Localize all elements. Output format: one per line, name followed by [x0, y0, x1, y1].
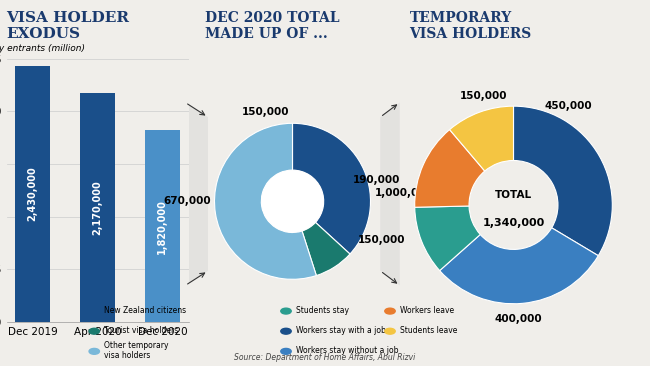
Text: TOTAL: TOTAL — [495, 190, 532, 200]
Text: Tourist visa holders: Tourist visa holders — [104, 326, 178, 335]
Text: 670,000: 670,000 — [163, 196, 211, 206]
Text: Other temporary
visa holders: Other temporary visa holders — [104, 341, 168, 361]
Text: 1,340,000: 1,340,000 — [482, 218, 545, 228]
Text: 2,170,000: 2,170,000 — [92, 180, 103, 235]
Text: Source: Department of Home Affairs, Abul Rizvi: Source: Department of Home Affairs, Abul… — [235, 353, 415, 362]
Text: 450,000: 450,000 — [544, 101, 592, 111]
Wedge shape — [292, 123, 370, 254]
Wedge shape — [439, 228, 598, 304]
Text: 150,000: 150,000 — [241, 107, 289, 117]
Text: 1,000,000: 1,000,000 — [374, 188, 433, 198]
Text: 2,430,000: 2,430,000 — [27, 167, 38, 221]
Circle shape — [261, 170, 324, 232]
Y-axis label: Temporary entrants (million): Temporary entrants (million) — [0, 44, 84, 53]
Text: 400,000: 400,000 — [495, 314, 542, 324]
Text: New Zealand citizens: New Zealand citizens — [104, 306, 186, 315]
Wedge shape — [415, 130, 485, 207]
Wedge shape — [214, 123, 317, 279]
Text: VISA HOLDER
EXODUS: VISA HOLDER EXODUS — [6, 11, 129, 41]
Wedge shape — [415, 206, 480, 270]
Text: Students stay: Students stay — [296, 306, 349, 315]
Bar — [144, 130, 180, 322]
Wedge shape — [450, 106, 514, 171]
Text: DEC 2020 TOTAL
MADE UP OF ...: DEC 2020 TOTAL MADE UP OF ... — [205, 11, 339, 41]
Text: Workers leave: Workers leave — [400, 306, 454, 315]
Text: Students leave: Students leave — [400, 326, 457, 335]
Text: 150,000: 150,000 — [358, 235, 405, 244]
Text: 1,820,000: 1,820,000 — [157, 199, 168, 254]
Text: Workers stay with a job: Workers stay with a job — [296, 326, 385, 335]
Wedge shape — [302, 223, 350, 276]
Text: 190,000: 190,000 — [352, 175, 400, 185]
Text: Workers stay without a job: Workers stay without a job — [296, 346, 398, 355]
Bar — [15, 66, 51, 322]
Text: TEMPORARY
VISA HOLDERS: TEMPORARY VISA HOLDERS — [410, 11, 532, 41]
Text: 150,000: 150,000 — [460, 91, 508, 101]
Bar — [80, 93, 115, 322]
Wedge shape — [514, 106, 612, 256]
